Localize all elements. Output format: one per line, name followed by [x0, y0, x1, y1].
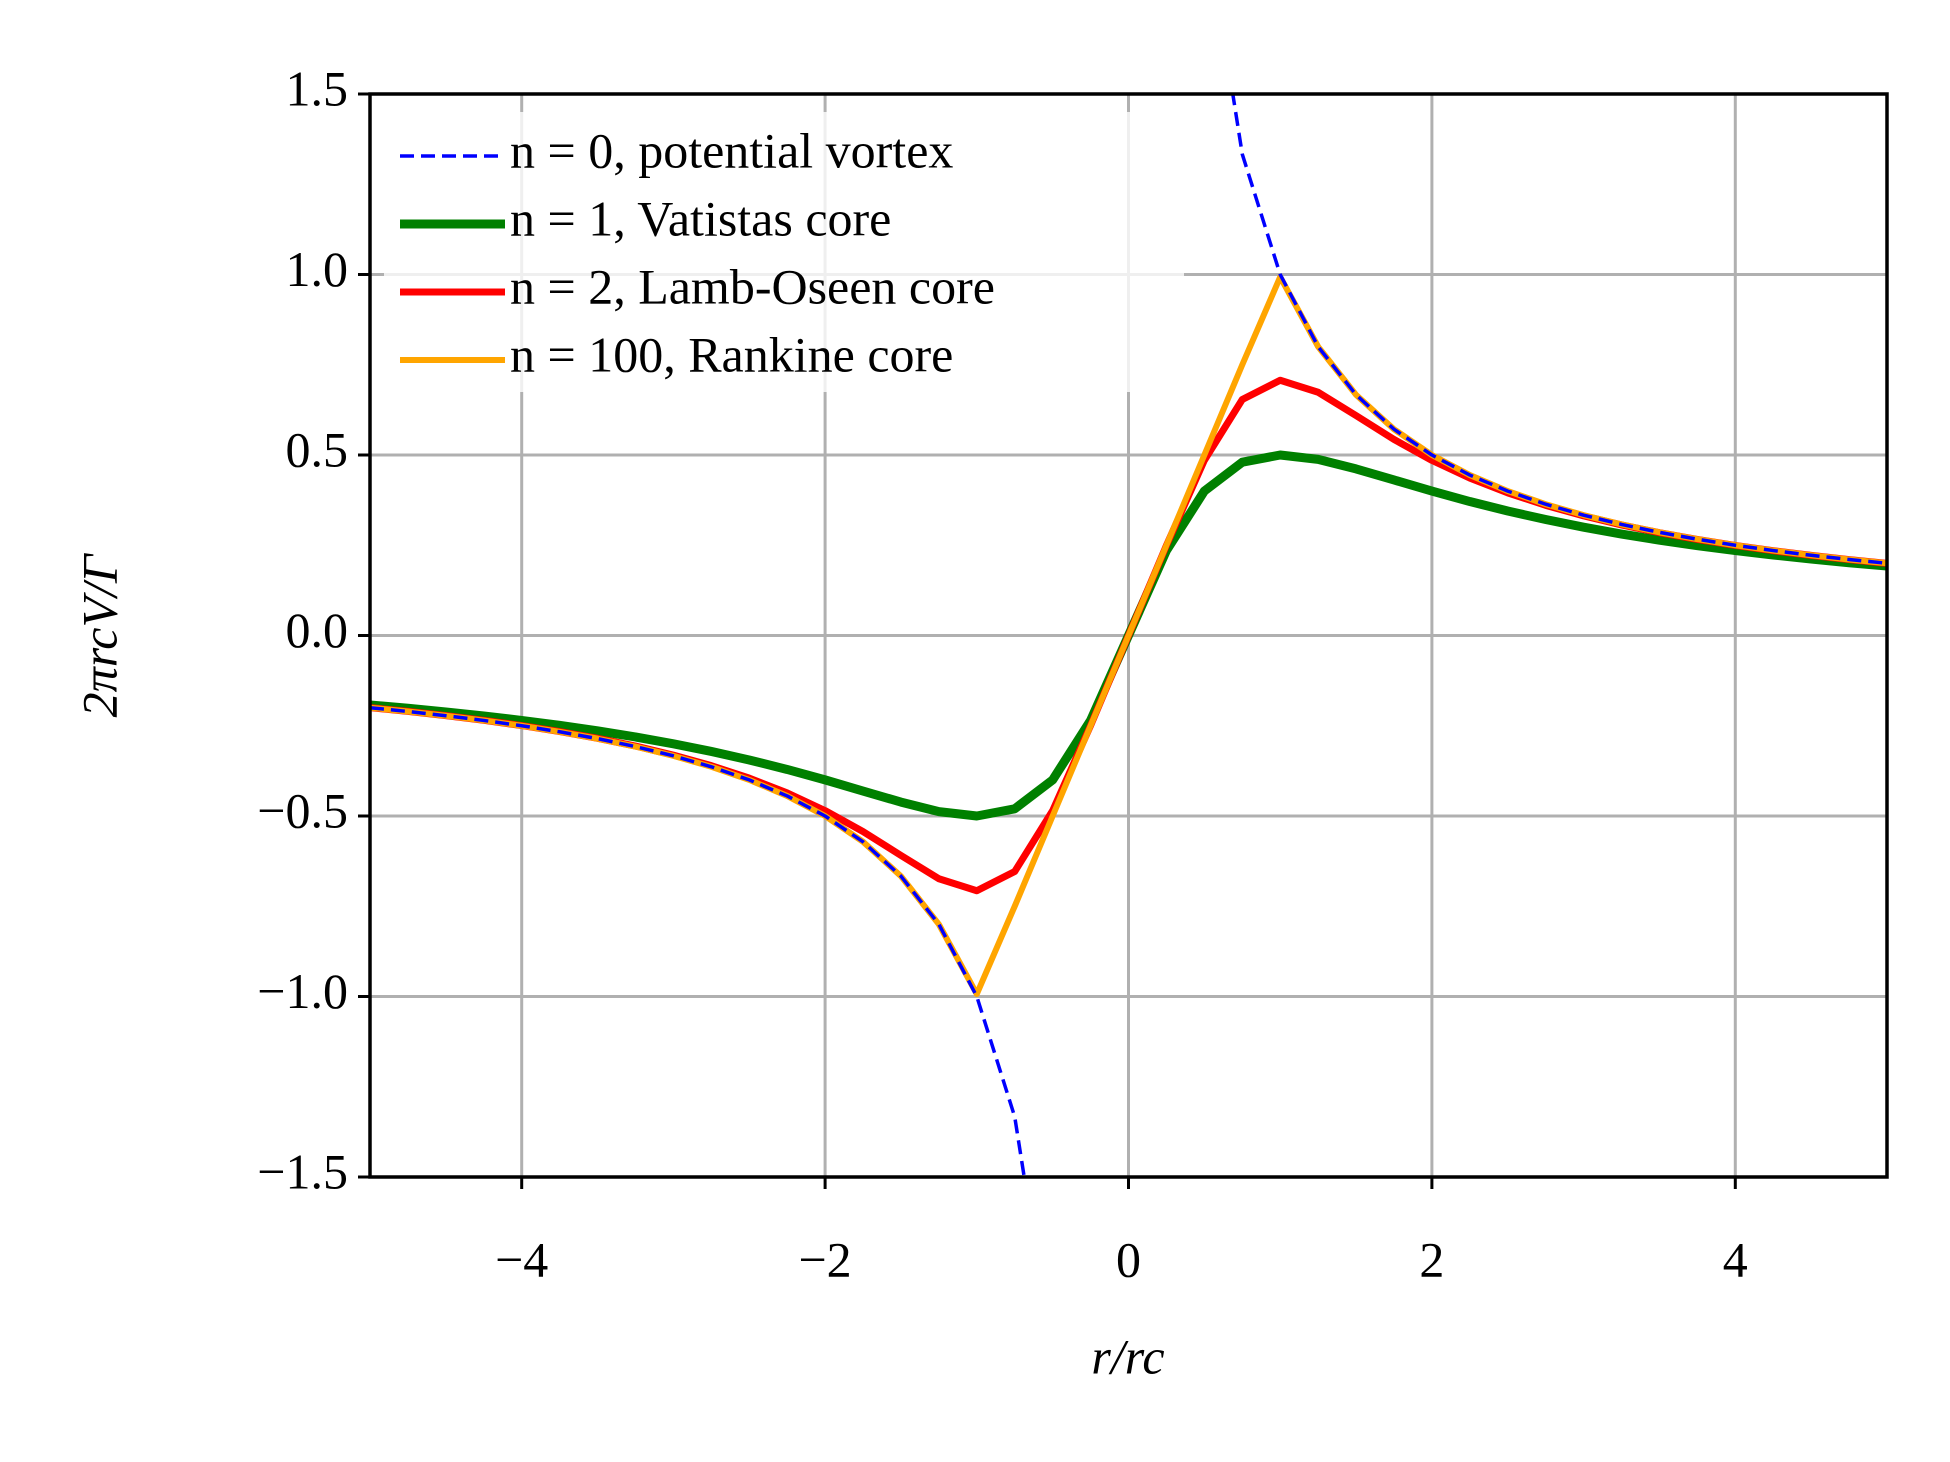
y-tick-label: 1.5: [286, 60, 349, 116]
y-tick-label: −1.0: [257, 963, 348, 1019]
x-axis-label: r/rc: [1091, 1328, 1164, 1384]
y-tick-label: 0.5: [286, 421, 349, 477]
y-tick-label: −0.5: [257, 782, 348, 838]
x-tick-label: 2: [1419, 1231, 1444, 1287]
x-tick-label: −4: [495, 1231, 548, 1287]
legend-label: n = 1, Vatistas core: [510, 190, 891, 246]
plot-area: [370, 94, 1887, 1177]
axes-frame: [368, 92, 1889, 1179]
y-tick-label: 1.0: [286, 241, 349, 297]
y-tick-label: 0.0: [286, 602, 349, 658]
legend-box: [384, 112, 1184, 392]
legend-label: n = 2, Lamb-Oseen core: [510, 258, 995, 314]
y-axis-label: 2πrcV/Γ: [71, 552, 127, 717]
y-tick-label: −1.5: [257, 1143, 348, 1199]
x-tick-label: −2: [798, 1231, 851, 1287]
legend-label: n = 100, Rankine core: [510, 326, 953, 382]
x-tick-label: 4: [1723, 1231, 1748, 1287]
x-tick-label: 0: [1116, 1231, 1141, 1287]
legend-label: n = 0, potential vortex: [510, 122, 953, 178]
series-line: [370, 94, 1887, 1177]
